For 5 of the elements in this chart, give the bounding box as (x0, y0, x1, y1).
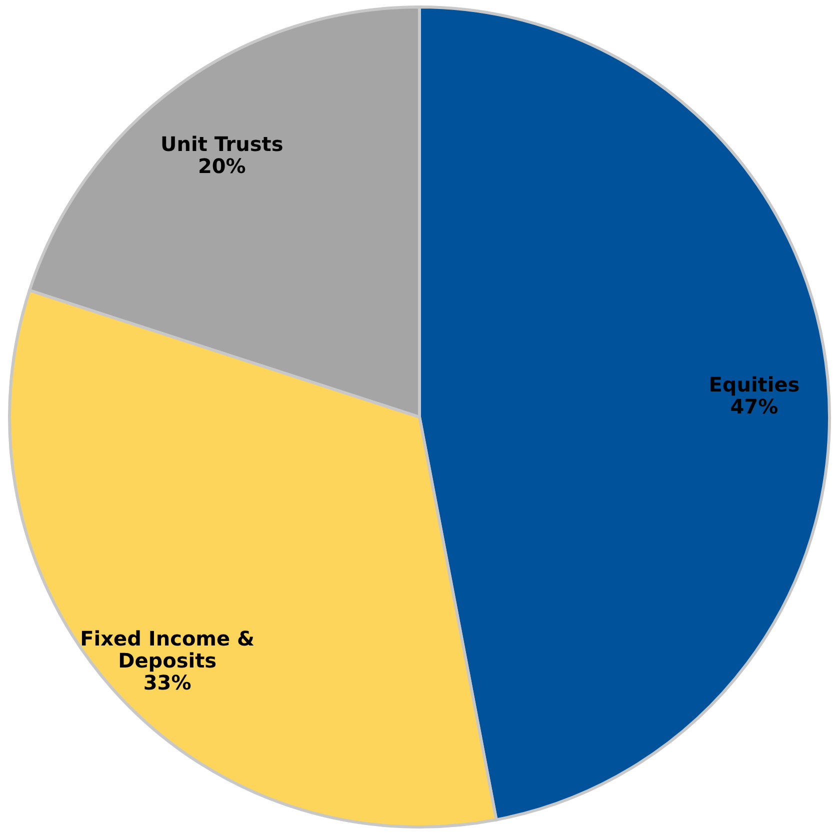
slice-label: Unit Trusts (160, 132, 284, 156)
data-label: 47% (730, 394, 778, 418)
slice-label: Equities (708, 372, 800, 396)
data-label: 20% (198, 154, 246, 178)
slice-label: Fixed Income & Deposits (80, 626, 254, 672)
